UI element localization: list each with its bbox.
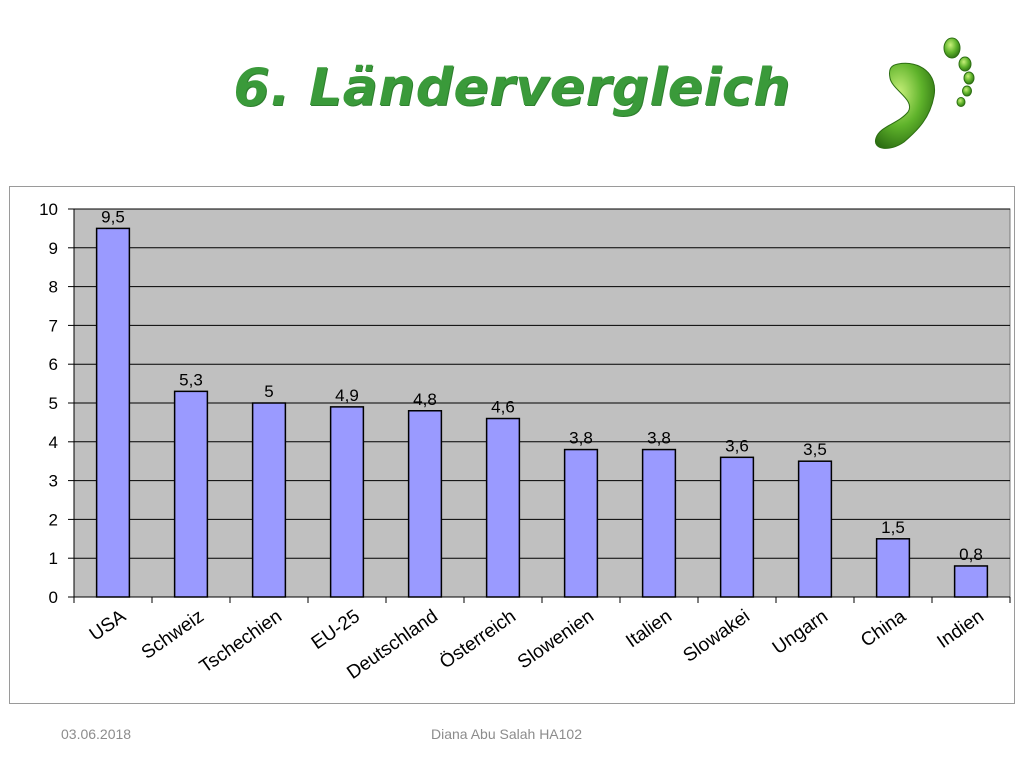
data-label: 3,6 <box>725 436 749 455</box>
category-label: Slowenien <box>514 606 598 673</box>
data-label: 5,3 <box>179 370 203 389</box>
data-label: 9,5 <box>101 207 125 226</box>
y-tick-label: 0 <box>49 588 58 607</box>
y-tick-label: 2 <box>49 510 58 529</box>
data-label: 4,9 <box>335 386 359 405</box>
y-tick-label: 6 <box>49 355 58 374</box>
y-tick-label: 8 <box>49 278 58 297</box>
y-tick-label: 3 <box>49 472 58 491</box>
category-label: Österreich <box>436 606 520 673</box>
data-label: 3,5 <box>803 440 827 459</box>
y-tick-label: 5 <box>49 394 58 413</box>
y-tick-label: 7 <box>49 316 58 335</box>
bar <box>953 565 989 598</box>
data-label: 3,8 <box>569 429 593 448</box>
data-label: 3,8 <box>647 429 671 448</box>
bar <box>251 402 287 598</box>
category-label: Schweiz <box>138 606 208 664</box>
bar <box>95 227 131 598</box>
y-tick-label: 9 <box>49 239 58 258</box>
data-label: 1,5 <box>881 518 905 537</box>
bar <box>641 448 677 598</box>
category-label: China <box>857 606 910 652</box>
y-tick-label: 10 <box>39 200 58 219</box>
category-label: Indien <box>933 606 987 653</box>
category-label: Ungarn <box>769 606 832 659</box>
bar <box>485 417 521 598</box>
data-label: 0,8 <box>959 545 983 564</box>
category-label: Tschechien <box>196 606 286 678</box>
data-label: 4,6 <box>491 398 515 417</box>
y-tick-label: 4 <box>49 433 58 452</box>
category-label: USA <box>86 606 130 646</box>
data-label: 5 <box>264 382 273 401</box>
bar <box>173 390 209 598</box>
footer-date: 03.06.2018 <box>61 726 132 742</box>
bar <box>329 406 365 598</box>
category-label: EU-25 <box>308 606 364 654</box>
category-label: Italien <box>622 606 676 652</box>
bar <box>875 538 911 598</box>
data-label: 4,8 <box>413 390 437 409</box>
bar-chart: 0 1 2 3 4 5 6 7 8 9 10 9,5 USA 5,3 Schweiz 5 Tschechien 4… <box>39 200 1011 684</box>
bar <box>797 460 833 598</box>
chart-container: 0 1 2 3 4 5 6 7 8 9 10 9,5 USA 5,3 Schweiz 5 Tschechien 4… <box>9 186 1015 704</box>
bar <box>719 456 755 598</box>
slide-title: 6. Ländervergleich <box>233 58 791 118</box>
y-tick-label: 1 <box>49 549 58 568</box>
footer-author: Diana Abu Salah HA102 <box>431 726 582 742</box>
category-label: Slowakei <box>680 606 754 667</box>
bar <box>563 448 599 598</box>
footprint-icon <box>874 37 975 149</box>
bar <box>407 410 443 598</box>
